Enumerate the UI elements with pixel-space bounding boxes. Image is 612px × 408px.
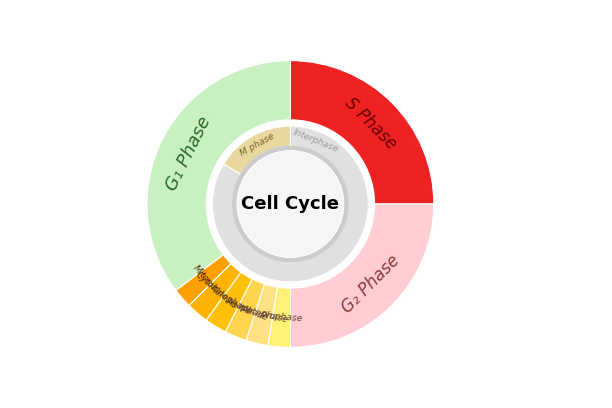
Wedge shape [268, 287, 291, 347]
Wedge shape [206, 272, 252, 332]
Wedge shape [246, 284, 277, 346]
Wedge shape [225, 279, 264, 340]
Wedge shape [147, 61, 291, 290]
Wedge shape [212, 126, 368, 282]
Text: Prophase: Prophase [260, 311, 303, 324]
Text: G₂ Phase: G₂ Phase [338, 252, 403, 317]
Text: Cytokinesis: Cytokinesis [194, 271, 239, 311]
Wedge shape [291, 204, 434, 347]
Text: Interphase: Interphase [292, 128, 340, 154]
Text: M phase: M phase [238, 132, 275, 158]
Text: Telophase: Telophase [209, 285, 253, 317]
Text: Mitosis: Mitosis [191, 264, 218, 293]
Wedge shape [232, 146, 349, 262]
Text: G₁ Phase: G₁ Phase [163, 113, 215, 193]
Wedge shape [223, 126, 291, 174]
Wedge shape [291, 61, 434, 204]
Text: S Phase: S Phase [341, 94, 400, 153]
Circle shape [237, 151, 343, 257]
Wedge shape [189, 264, 241, 320]
Circle shape [238, 152, 343, 256]
Text: Metaphase: Metaphase [239, 304, 289, 325]
Text: Cell Cycle: Cell Cycle [241, 195, 340, 213]
Text: Anaphase: Anaphase [225, 297, 269, 322]
Wedge shape [176, 255, 231, 306]
